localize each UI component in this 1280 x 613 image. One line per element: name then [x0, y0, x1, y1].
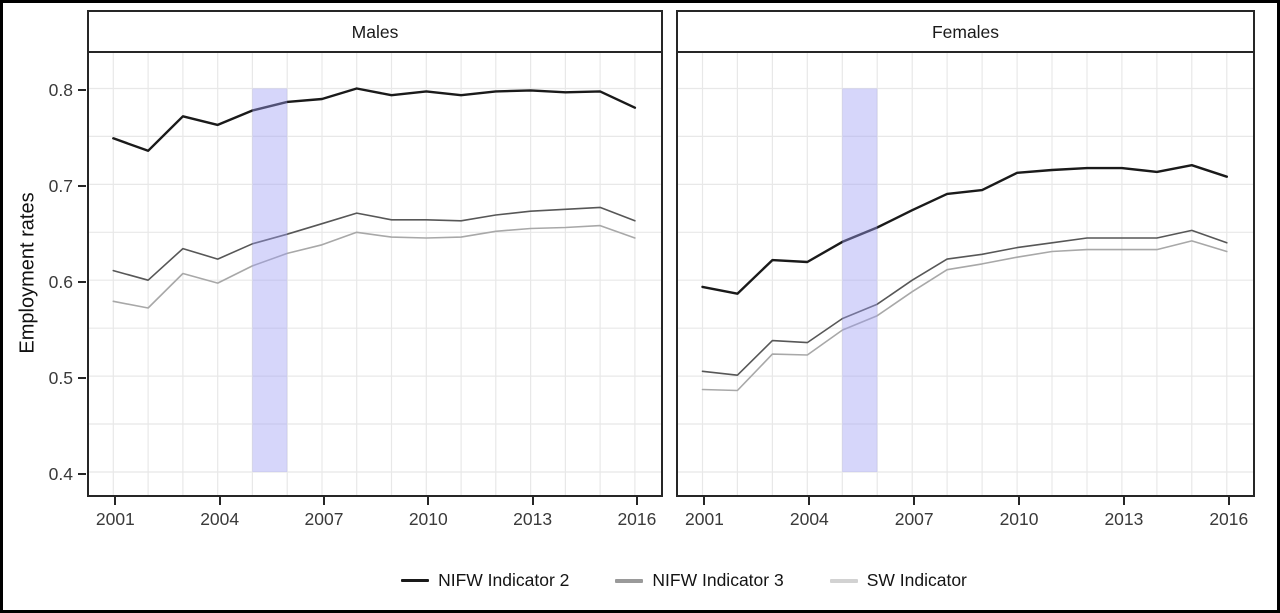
facet-strip-females: Females [676, 10, 1255, 53]
legend-label: NIFW Indicator 2 [438, 570, 570, 590]
x-tick-label: 2004 [200, 509, 240, 529]
x-tick-mark [427, 497, 430, 505]
facet-title-females: Females [931, 22, 1000, 42]
x-tick-label: 2013 [513, 509, 553, 529]
x-tick-mark [1227, 497, 1230, 505]
series-line-nifw-indicator-2 [112, 87, 637, 153]
shaded-band [252, 88, 288, 472]
facet-strip-males: Males [87, 10, 663, 53]
legend-line-swatch [829, 578, 858, 583]
x-tick-label: 2010 [408, 509, 448, 529]
y-tick-label: 0.7 [48, 176, 73, 197]
legend-item: NIFW Indicator 2 [401, 570, 569, 591]
x-tick-mark [703, 497, 706, 505]
x-tick-mark [913, 497, 916, 505]
series-line-nifw-indicator-3 [701, 229, 1228, 377]
y-tick-label: 0.5 [48, 368, 73, 389]
x-tick-label: 2007 [304, 509, 344, 529]
legend-item: SW Indicator [829, 570, 967, 591]
y-tick-mark [78, 377, 86, 380]
plot-panel-females [676, 51, 1255, 497]
shaded-band [842, 88, 878, 472]
y-tick-mark [78, 89, 86, 92]
y-tick-label: 0.4 [48, 463, 73, 484]
y-tick-label: 0.8 [48, 80, 73, 101]
x-tick-mark [114, 497, 117, 505]
x-tick-label: 2001 [684, 509, 724, 529]
x-tick-mark [322, 497, 325, 505]
x-tick-mark [1018, 497, 1021, 505]
series-line-sw-indicator [701, 240, 1228, 392]
x-tick-label: 2001 [95, 509, 135, 529]
y-tick-label: 0.6 [48, 272, 73, 293]
x-tick-label: 2007 [894, 509, 934, 529]
legend: NIFW Indicator 2 NIFW Indicator 3 SW Indic… [3, 570, 1277, 591]
legend-label: SW Indicator [866, 570, 967, 590]
females-chart [678, 53, 1253, 495]
x-tick-mark [1122, 497, 1125, 505]
series-line-nifw-indicator-2 [701, 163, 1228, 295]
y-tick-mark [78, 281, 86, 284]
males-chart [89, 53, 661, 495]
legend-item: NIFW Indicator 3 [615, 570, 784, 591]
x-tick-mark [635, 497, 638, 505]
x-tick-label: 2013 [1104, 509, 1144, 529]
y-tick-mark [78, 472, 86, 475]
x-tick-label: 2004 [789, 509, 829, 529]
plot-panel-males [87, 51, 663, 497]
legend-label: NIFW Indicator 3 [652, 570, 784, 590]
x-tick-label: 2010 [999, 509, 1039, 529]
legend-line-swatch [615, 578, 644, 583]
x-tick-mark [531, 497, 534, 505]
x-tick-mark [808, 497, 811, 505]
series-line-sw-indicator [112, 224, 636, 309]
x-tick-label: 2016 [617, 509, 657, 529]
series-line-nifw-indicator-3 [112, 206, 636, 281]
x-tick-label: 2016 [1209, 509, 1249, 529]
x-tick-mark [218, 497, 221, 505]
legend-line-swatch [401, 579, 430, 582]
y-tick-mark [78, 185, 86, 188]
facet-title-males: Males [351, 22, 399, 42]
